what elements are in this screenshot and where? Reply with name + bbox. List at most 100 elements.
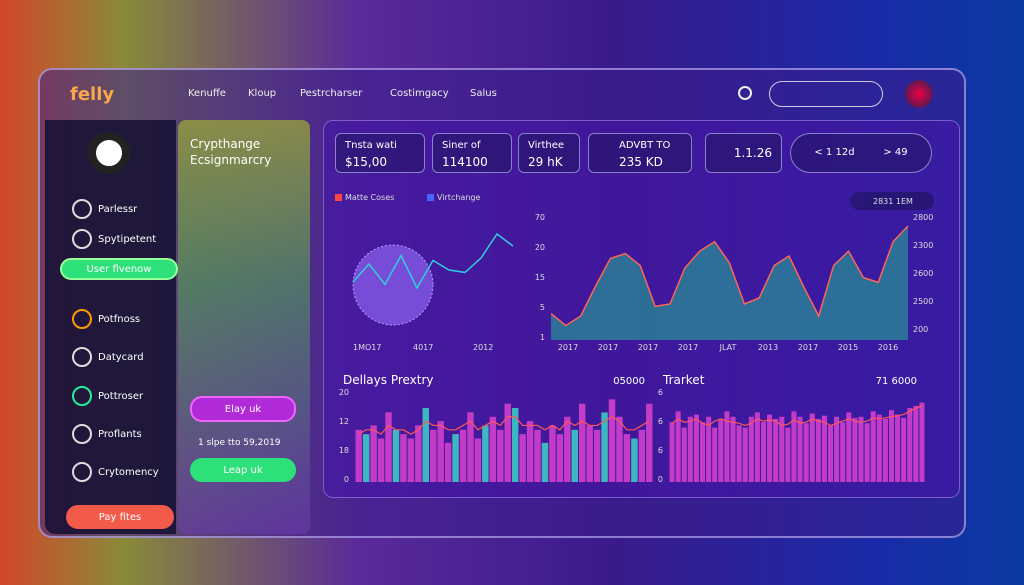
bar [748,416,754,482]
stat-label: Virthee [528,140,565,151]
primary-button[interactable]: User flvenow [60,258,178,280]
y-tick-label: 0 [344,475,349,484]
bar [864,423,870,482]
nav-link[interactable]: Kenuffe [188,88,226,99]
brand[interactable]: felly [70,84,115,105]
pager-next[interactable]: > 49 [883,147,908,158]
menu-item[interactable]: Spytipetent [72,229,156,249]
search-icon[interactable] [738,86,752,100]
nav-link[interactable]: Salus [470,88,497,99]
bar [852,417,858,482]
trend-line [358,416,650,435]
bar [797,416,803,482]
bar [718,418,724,482]
bar [511,408,519,482]
bar [564,416,571,482]
y-tick-label: 5 [540,303,545,312]
bar [669,422,675,482]
y-tick-label: 2500 [913,297,933,306]
bar [809,413,815,482]
pager[interactable]: < 1 12d > 49 [790,133,932,173]
y-tick-label: 18 [339,446,349,455]
bar [571,429,578,482]
stat-value: 29 hK [528,155,563,169]
area-line [550,225,909,327]
promo-note: 1 slpe tto 59,2019 [198,438,281,448]
y-tick-label: 1 [540,333,545,342]
y-tick-label: 2300 [913,241,933,250]
bar [693,414,699,482]
badge [850,192,934,210]
menu-item[interactable]: Potfnoss [72,309,140,329]
bar [754,412,760,482]
x-label: 2017 [798,343,818,352]
y-tick-label: 20 [535,243,545,252]
bar [362,434,370,482]
x-label: 2017 [678,343,698,352]
promo-button[interactable]: Leap uk [190,458,296,482]
y-tick-label: 6 [658,388,663,397]
x-label: 1MO17 [353,343,381,352]
bar [840,422,846,482]
y-tick-label: 20 [339,388,349,397]
footer-button[interactable]: Pay fites [66,505,174,529]
stat-card: Tnsta wati $15,00 [335,133,425,173]
bar [882,418,888,482]
bar [430,429,437,482]
nav-link[interactable]: Costimgacy [390,88,449,99]
bar [534,429,541,482]
toolbar[interactable] [769,81,883,107]
legend-label: Virtchange [437,193,480,202]
legend-swatch [427,194,434,201]
badge-label: 2831 1EM [873,197,913,206]
bar [888,410,895,482]
area [551,226,908,340]
bar [355,429,362,482]
menu-item[interactable]: Parlessr [72,199,137,219]
y-tick-label: 6 [658,446,663,455]
bar [803,423,809,482]
y-tick-label: 0 [658,475,663,484]
chart-badge: 71 6000 [876,376,917,387]
nav-link[interactable]: Kloup [248,88,277,99]
menu-item[interactable]: Crytomency [72,462,159,482]
charts: Matte Coses Virtchange 2831 1EM 1MO17 4017 20… [335,192,934,484]
bar [712,427,718,482]
bar [601,412,608,482]
stat-card: ADVBT TO 235 KD [588,133,692,173]
label: Potfnoss [98,313,141,325]
menu-item[interactable]: Proflants [72,424,142,444]
y-tick-label: 2800 [913,213,933,222]
bar [919,402,925,482]
bar [422,408,429,482]
x-label: 4017 [413,343,433,352]
avatar[interactable] [905,80,933,108]
bar [730,416,736,482]
bar [706,416,712,482]
bar [623,434,631,482]
chart-badge: 05000 [613,376,645,387]
menu-item[interactable]: Datycard [72,347,144,367]
ticker: 1.1.26 [705,133,782,173]
bar [549,425,556,482]
legend-swatch [335,194,342,201]
stat-label: ADVBT TO [619,140,671,151]
stat-value: 114100 [442,155,488,169]
y-tick-label: 2600 [913,269,933,278]
x-label: 2012 [473,343,493,352]
menu-item[interactable]: Pottroser [72,386,143,406]
bar [497,429,504,482]
promo-button[interactable]: Elay uk [190,396,296,422]
x-label: 2017 [558,343,578,352]
bar [407,438,415,482]
trend-line [671,405,923,427]
bar [785,427,791,482]
label: Proflants [98,428,142,440]
pager-prev[interactable]: < 1 12d [814,147,855,158]
bar [452,434,459,482]
nav-link[interactable]: Pestrcharser [300,88,363,99]
bar [821,415,827,482]
y-tick-label: 200 [913,325,928,334]
bar [638,429,646,482]
bar [760,422,767,482]
